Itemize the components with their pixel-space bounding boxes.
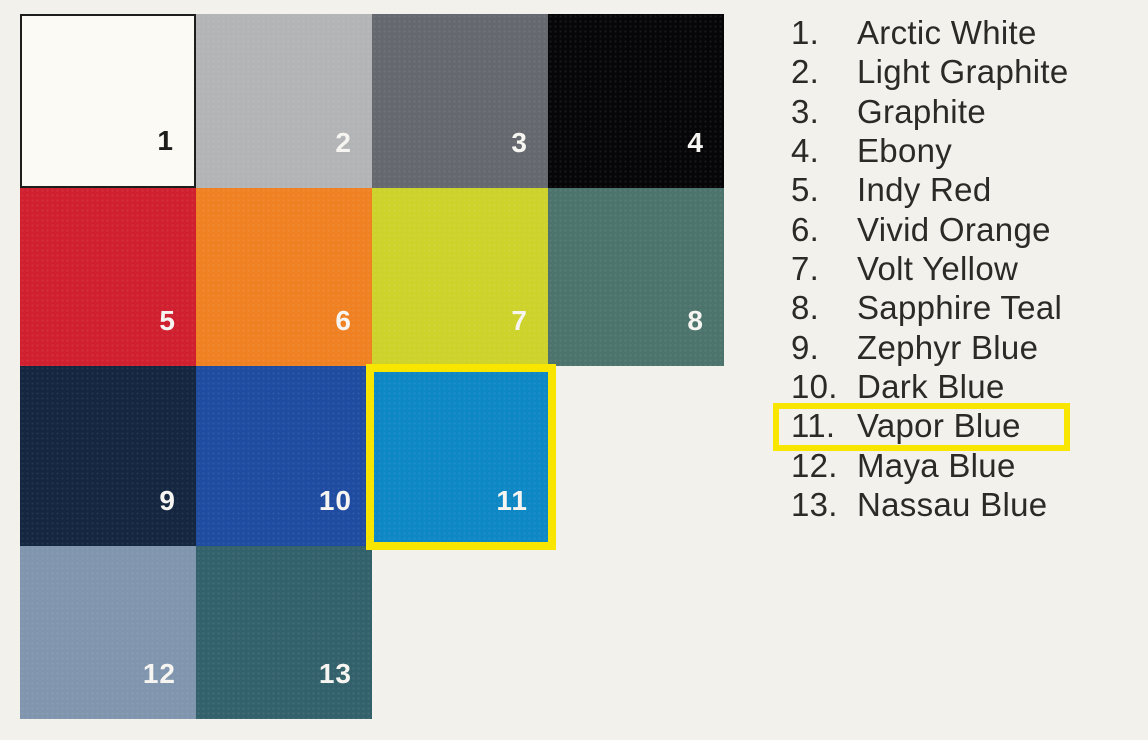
swatch-number: 12 [142,658,176,689]
legend-item-vivid-orange[interactable]: 6. Vivid Orange [791,210,1141,249]
swatch-indy-red[interactable]: 5 [20,188,196,366]
legend-item-zephyr-blue[interactable]: 9. Zephyr Blue [791,328,1141,367]
legend-item-number: 7. [791,250,820,288]
swatch-number: 6 [335,305,352,336]
swatch-number: 3 [511,127,528,158]
legend-item-number: 8. [791,289,820,327]
legend-item-label: Ebony [857,132,953,170]
legend-item-maya-blue[interactable]: 12. Maya Blue [791,446,1141,485]
legend-item-dark-blue[interactable]: 10. Dark Blue [791,367,1141,406]
swatch-volt-yellow[interactable]: 7 [372,188,548,366]
swatch-number: 10 [318,485,352,516]
legend-item-label: Light Graphite [857,53,1069,91]
swatch-number: 13 [318,658,352,689]
swatch-number: 9 [159,485,176,516]
legend-item-number: 3. [791,92,820,130]
legend-item-label: Graphite [857,92,986,130]
legend-item-volt-yellow[interactable]: 7. Volt Yellow [791,249,1141,288]
swatch-number: 7 [511,305,528,336]
swatch-vapor-blue[interactable]: 11 [372,366,548,546]
legend-item-vapor-blue[interactable]: 11. Vapor Blue [791,406,1141,445]
legend-item-nassau-blue[interactable]: 13. Nassau Blue [791,485,1141,524]
legend-item-light-graphite[interactable]: 2. Light Graphite [791,52,1141,91]
swatch-maya-blue[interactable]: 12 [20,546,196,719]
swatch-number: 8 [687,305,704,336]
legend-item-graphite[interactable]: 3. Graphite [791,92,1141,131]
legend-item-label: Maya Blue [857,446,1016,484]
legend-item-number: 11. [791,407,836,445]
swatch-number: 1 [157,125,174,156]
legend-item-ebony[interactable]: 4. Ebony [791,131,1141,170]
swatch-ebony[interactable]: 4 [548,14,724,188]
legend-item-label: Dark Blue [857,368,1005,406]
swatch-light-graphite[interactable]: 2 [196,14,372,188]
legend-item-label: Nassau Blue [857,486,1048,524]
swatch-graphite[interactable]: 3 [372,14,548,188]
swatch-vivid-orange[interactable]: 6 [196,188,372,366]
legend-item-label: Indy Red [857,171,992,209]
legend-item-number: 1. [791,14,820,51]
legend-item-arctic-white[interactable]: 1. Arctic White [791,13,1141,52]
legend-item-label: Zephyr Blue [857,328,1039,366]
legend-item-indy-red[interactable]: 5. Indy Red [791,170,1141,209]
legend-item-number: 13. [791,486,838,524]
swatch-sapphire-teal[interactable]: 8 [548,188,724,366]
legend-item-number: 6. [791,210,820,248]
legend-item-number: 4. [791,132,820,170]
legend-item-number: 2. [791,53,820,91]
swatch-number: 2 [335,127,352,158]
legend-item-number: 12. [791,446,838,484]
legend-item-sapphire-teal[interactable]: 8. Sapphire Teal [791,288,1141,327]
legend-item-label: Volt Yellow [857,250,1019,288]
swatch-dark-blue[interactable]: 10 [196,366,372,546]
swatch-number: 4 [687,127,704,158]
legend-item-label: Vapor Blue [857,407,1021,445]
swatch-arctic-white[interactable]: 1 [20,14,196,188]
legend-item-label: Arctic White [857,14,1037,51]
swatch-grid: 1 2 3 4 5 6 7 8 9 10 11 [20,14,724,719]
legend-item-number: 5. [791,171,820,209]
swatch-number: 5 [159,305,176,336]
color-legend: 1. Arctic White 2. Light Graphite 3. Gra… [791,13,1141,524]
swatch-nassau-blue[interactable]: 13 [196,546,372,719]
legend-item-number: 9. [791,328,820,366]
swatch-number: 11 [496,485,528,516]
legend-item-label: Sapphire Teal [857,289,1063,327]
legend-item-label: Vivid Orange [857,210,1051,248]
swatch-zephyr-blue[interactable]: 9 [20,366,196,546]
legend-item-number: 10. [791,368,838,406]
